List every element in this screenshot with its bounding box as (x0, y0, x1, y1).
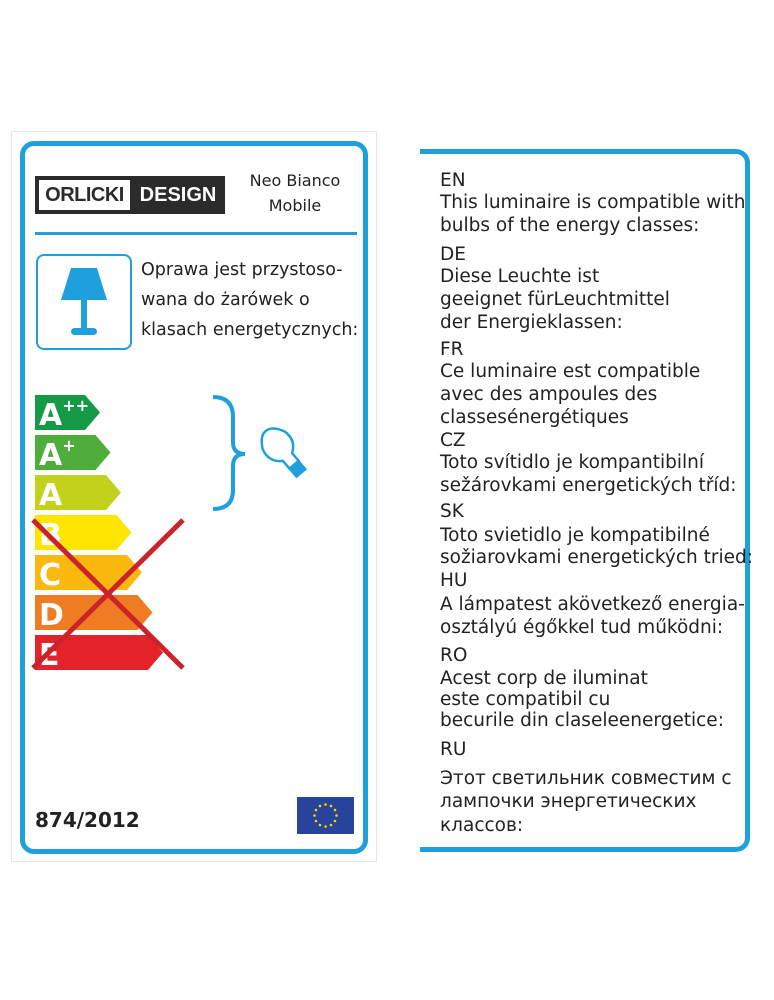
polish-text-line: Oprawa jest przystoso- (141, 260, 343, 280)
language-code: SK (440, 501, 464, 522)
energy-class-bar: A++ (35, 395, 100, 433)
language-code: FR (440, 339, 464, 360)
brand-logo-left: ORLICKI (39, 180, 130, 210)
energy-class-label: A (39, 478, 63, 513)
energy-class-bar: A (35, 475, 121, 513)
light-bulb-icon (260, 427, 308, 479)
translation-line: Acest corp de iluminat (440, 668, 648, 689)
translation-line: sožiarovkami energetických tried: (440, 547, 753, 568)
energy-class-label: D (39, 598, 64, 633)
polish-text-line: klasach energetycznych: (141, 320, 359, 340)
translation-line: classesénergétiques (440, 407, 629, 428)
energy-class-scale: A++A+ABCDE (31, 395, 185, 673)
translation-line: Ce luminaire est compatible (440, 361, 701, 382)
energy-class-bar: E (35, 635, 163, 673)
language-code: RU (440, 739, 467, 760)
translation-line: A lámpatest akövetkező energia- (440, 594, 745, 615)
energy-class-bar: D (35, 595, 153, 633)
translation-line: geeignet fürLeuchtmittel (440, 289, 670, 310)
brand-logo: ORLICKI DESIGN (35, 176, 225, 214)
product-name-line1: Neo Bianco (249, 171, 341, 190)
label-frame (11, 131, 377, 862)
polish-text-line: wana do żarówek o (141, 290, 310, 310)
regulation-number: 874/2012 (35, 808, 140, 832)
translation-line: классов: (440, 815, 524, 836)
translation-line: Diese Leuchte ist (440, 266, 600, 287)
language-code: RO (440, 645, 468, 666)
eu-flag-icon (297, 797, 354, 834)
translation-line: osztályú égőkkel tud működni: (440, 617, 724, 638)
translation-line: der Energieklassen: (440, 312, 623, 333)
language-code: CZ (440, 430, 466, 451)
translation-line: avec des ampoules des (440, 384, 658, 405)
energy-label-card (20, 141, 368, 854)
language-code: DE (440, 244, 466, 265)
translation-line: este compatibil cu (440, 689, 611, 710)
translation-line: This luminaire is compatible with (440, 192, 746, 213)
bracket-icon (212, 395, 246, 511)
language-code: HU (440, 570, 468, 591)
translation-line: Этот светильник совместим с (440, 768, 732, 789)
energy-class-label: C (39, 558, 61, 593)
energy-class-bar: A+ (35, 435, 111, 473)
translation-line: Toto svítidlo je kompantibilní (440, 452, 705, 473)
translation-line: лампочки энергетических (440, 791, 697, 812)
translation-line: Toto svietidlo je kompatibilné (440, 525, 710, 546)
table-lamp-icon (36, 254, 132, 350)
bracket-bulb-group (212, 395, 308, 511)
product-name-line2: Mobile (268, 196, 322, 215)
translation-line: becurile din claseleenergetice: (440, 710, 724, 731)
language-code: EN (440, 170, 466, 191)
brand-logo-right: DESIGN (139, 184, 217, 206)
translation-line: sežárovkami energetických tříd: (440, 475, 737, 496)
cross-out-icon (31, 518, 185, 670)
translations-panel (420, 149, 750, 852)
divider (35, 232, 357, 235)
translation-line: bulbs of the energy classes: (440, 215, 700, 236)
